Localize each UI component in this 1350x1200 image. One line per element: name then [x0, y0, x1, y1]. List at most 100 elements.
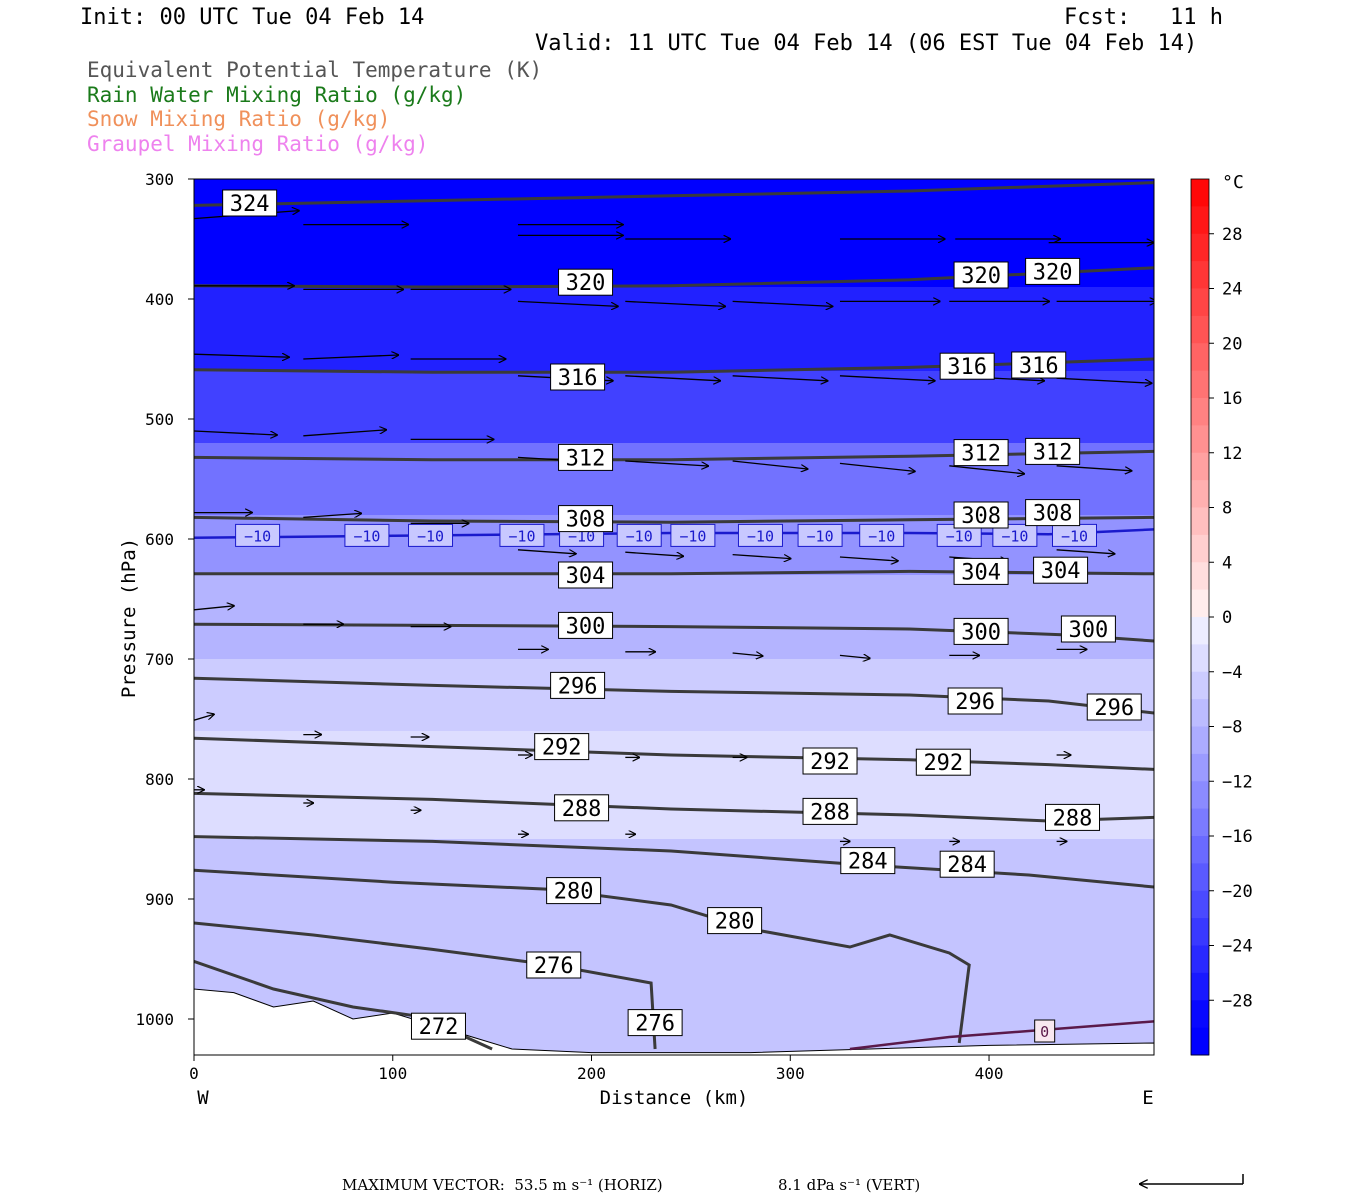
y-tick-label: 1000: [135, 1010, 174, 1029]
contour-label-box: [915, 748, 971, 776]
contour-label-box: [953, 557, 1009, 585]
wind-vector: [194, 606, 234, 611]
contour-label: 304: [1041, 559, 1081, 584]
y-tick-label: 400: [145, 290, 174, 309]
wind-vector: [303, 355, 398, 360]
isotherm-minus10-label: −10: [353, 527, 380, 545]
colorbar-segment: [1191, 972, 1209, 1001]
contour-label-box: [1086, 693, 1142, 721]
contour-label-box: [550, 671, 606, 699]
contour-label-box: [1033, 556, 1089, 584]
isotherm-label-box: [737, 523, 783, 547]
colorbar-tick-label: 8: [1222, 499, 1232, 519]
colorbar-segment: [1191, 534, 1209, 563]
legend-snow: Snow Mixing Ratio (g/kg): [87, 107, 391, 131]
contour-label: 300: [1069, 618, 1109, 643]
contour-label: 320: [961, 264, 1001, 289]
x-tick-label: 0: [189, 1064, 199, 1083]
contour-label-box: [526, 951, 582, 979]
colorbar-segment: [1191, 781, 1209, 810]
wind-vector: [732, 653, 763, 656]
colorbar-tick-label: 12: [1222, 444, 1242, 464]
contour-label: 296: [558, 674, 598, 699]
theta-e-contour-324: [194, 181, 1154, 207]
contour-label: 272: [419, 1015, 459, 1040]
contour-label-box: [558, 561, 614, 589]
colorbar-unit: °C: [1222, 172, 1244, 193]
contour-label: 312: [566, 446, 606, 471]
isotherm-label-box: [992, 523, 1038, 547]
x-axis-west: W: [197, 1087, 209, 1109]
contour-label: 300: [566, 614, 606, 639]
wind-vector: [303, 513, 361, 519]
contour-label: 300: [961, 620, 1001, 645]
colorbar-segment: [1191, 589, 1209, 618]
colorbar-segment: [1191, 918, 1209, 946]
colorbar-segment: [1191, 699, 1209, 727]
isotherm-zero-line: [849, 1020, 1154, 1051]
contour-label-box: [1025, 257, 1081, 285]
wind-vector: [732, 300, 833, 306]
colorbar-tick-label: 16: [1222, 389, 1242, 409]
y-tick-label: 800: [145, 770, 174, 789]
wind-vector: [839, 655, 870, 658]
colorbar-segment: [1191, 808, 1209, 837]
colorbar-segment: [1191, 726, 1209, 755]
contour-label: 316: [947, 355, 987, 380]
contour-label: 284: [848, 850, 888, 875]
colorbar-segment: [1191, 425, 1209, 454]
y-axis: 300 400 500 600 700 800 900 1000: [135, 170, 194, 1029]
contour-label-box: [953, 261, 1009, 289]
contour-label-box: [939, 850, 995, 878]
wind-vector: [625, 300, 725, 306]
wind-vector: [194, 430, 277, 435]
contour-label-box: [947, 687, 1003, 715]
isotherm-minus10-label: −10: [868, 527, 895, 545]
colorbar-segment: [1191, 398, 1209, 426]
contour-label: 304: [961, 560, 1001, 585]
isotherm-label-box: [797, 523, 843, 547]
contour-label-box: [802, 747, 858, 775]
colorbar-segment: [1191, 507, 1209, 536]
wind-vector: [839, 462, 915, 471]
legend-graupel: Graupel Mixing Ratio (g/kg): [87, 132, 429, 156]
reference-vector-arrow: [1140, 1174, 1244, 1184]
isotherm-minus10-label: −10: [417, 527, 444, 545]
isotherm-label-box: [235, 523, 281, 547]
contour-label-box: [1011, 351, 1067, 379]
contour-label-box: [1060, 615, 1116, 643]
contour-label-box: [939, 352, 995, 380]
x-tick-label: 400: [975, 1064, 1004, 1083]
contour-label-box: [1025, 437, 1081, 465]
contour-label-box: [627, 1009, 683, 1037]
colorbar-segment: [1191, 644, 1209, 673]
x-tick-label: 100: [378, 1064, 407, 1083]
colorbar-tick-label: −4: [1222, 663, 1242, 683]
contour-label: 292: [810, 750, 850, 775]
contour-label-box: [558, 268, 614, 296]
isotherm-minus10: −10 −10 −10 −10 −10 −10 −10 −10 −10 −10 −10 −10 −10: [194, 523, 1154, 547]
colorbar-segment: [1191, 890, 1209, 919]
colorbar-segment: [1191, 370, 1209, 399]
max-vector-horiz: MAXIMUM VECTOR: 53.5 m s⁻¹ (HORIZ): [342, 1176, 663, 1194]
isotherm-zero: 0: [849, 1019, 1154, 1051]
contour-label-box: [558, 611, 614, 639]
colorbar-tick-label: −24: [1222, 937, 1253, 957]
contour-label: 320: [566, 271, 606, 296]
wind-vector: [625, 551, 683, 556]
wind-vector: [1056, 377, 1152, 383]
contour-labels: 324 320 320 320 316 316 316 312 312 312 308 308 308 3…: [222, 189, 1142, 1040]
isotherm-minus10-label: −10: [807, 527, 834, 545]
contour-label-box: [558, 443, 614, 471]
theta-e-contour-296: [194, 676, 1154, 715]
wind-vector: [194, 714, 214, 721]
wind-vector: [625, 460, 708, 466]
colorbar-segment: [1191, 179, 1209, 207]
colorbar-segment: [1191, 945, 1209, 974]
contour-label: 320: [1033, 260, 1073, 285]
isotherm-minus10-label: −10: [1061, 527, 1088, 545]
isotherm-minus10-label: −10: [244, 527, 271, 545]
legend-theta-e: Equivalent Potential Temperature (K): [87, 58, 543, 82]
contour-label-box: [558, 505, 614, 533]
isotherm-zero-box: [1034, 1019, 1056, 1043]
